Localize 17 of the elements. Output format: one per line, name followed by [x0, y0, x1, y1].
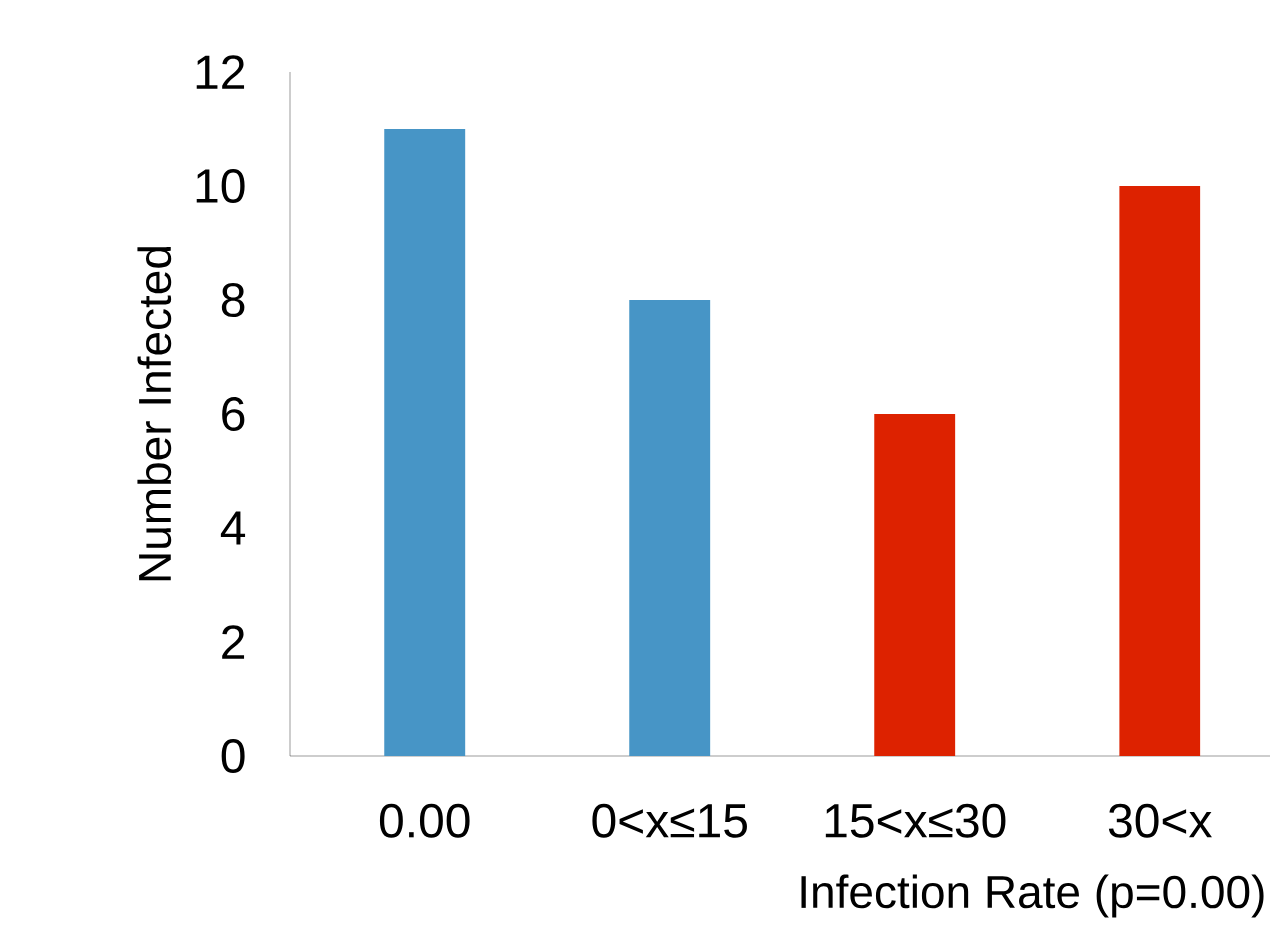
y-tick-label: 2: [222, 625, 245, 659]
x-tick-label: 0.00: [379, 803, 470, 838]
x-axis-title: Infection Rate (p=0.00): [801, 874, 1264, 918]
bar: [874, 414, 956, 756]
y-tick-label: 12: [196, 55, 245, 89]
y-tick-label: 8: [221, 283, 245, 317]
x-tick-label: 30<x: [1108, 803, 1212, 838]
bar: [384, 129, 466, 756]
x-tick-label: 0<x≤15: [592, 803, 747, 838]
y-axis-title: Number Infected: [137, 247, 172, 581]
y-tick-label: 6: [222, 397, 245, 431]
y-tick-label: 4: [220, 511, 246, 545]
x-tick-label: 15<x≤30: [825, 803, 1006, 838]
bar: [629, 300, 711, 756]
y-tick-label: 0: [221, 739, 245, 773]
y-tick-label: 10: [196, 169, 245, 203]
bar: [1119, 186, 1201, 756]
